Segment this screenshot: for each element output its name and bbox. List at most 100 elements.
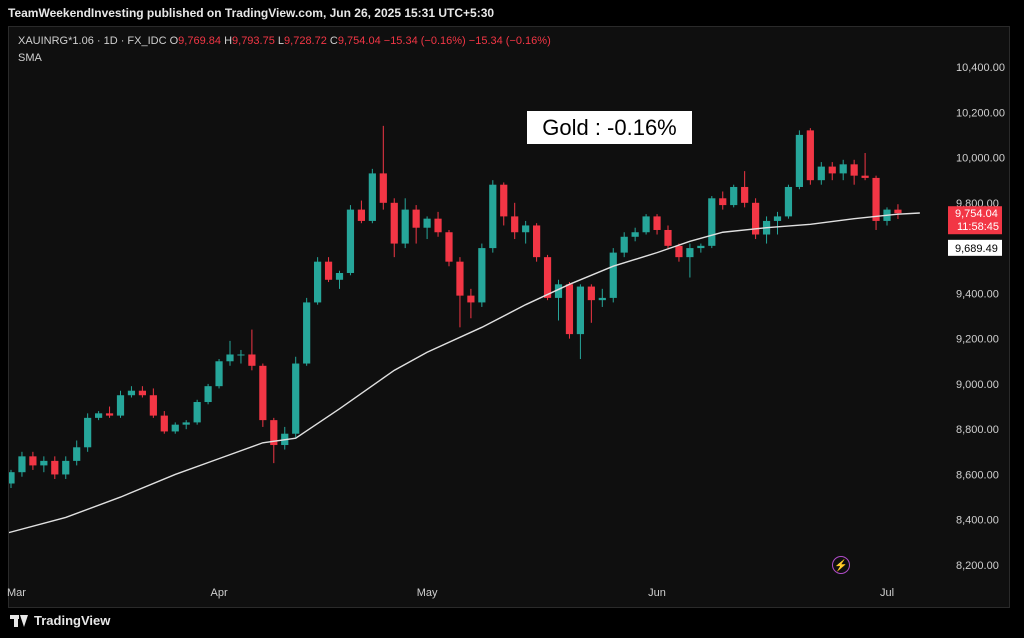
candle-body: [773, 216, 782, 221]
candle-body: [664, 229, 672, 246]
sma-price-label: 9,689.49: [955, 243, 998, 255]
candle-body: [171, 424, 179, 432]
candle-body: [303, 302, 311, 364]
candle-body: [84, 417, 92, 448]
y-tick-label: 9,400.00: [956, 288, 999, 300]
candle-body: [686, 248, 694, 258]
candle-body: [741, 186, 749, 203]
candle-body: [204, 386, 212, 403]
candle-body: [248, 354, 256, 366]
candle-body: [116, 395, 125, 416]
y-tick-label: 10,000.00: [956, 153, 1005, 165]
candle-body: [708, 198, 716, 246]
candle-body: [697, 245, 705, 249]
countdown-label: 11:58:45: [957, 221, 999, 233]
candle-body: [565, 284, 574, 335]
candle-body: [270, 420, 278, 446]
footer-brand: TradingView: [10, 613, 110, 628]
candle-body: [795, 134, 803, 187]
high-value: 9,793.75: [232, 35, 275, 47]
candle-body: [226, 354, 234, 362]
candle-body: [861, 175, 869, 178]
candle-body: [390, 202, 398, 244]
y-tick-label: 10,400.00: [956, 62, 1005, 74]
high-label: H: [224, 35, 233, 47]
candle-body: [511, 216, 519, 233]
candle-body: [401, 209, 409, 244]
candle-body: [543, 257, 552, 298]
sma-price-tag: [948, 239, 1002, 256]
change-value: −15.34 (−0.16%): [383, 35, 466, 47]
y-tick-label: 8,800.00: [956, 424, 999, 436]
candle-body: [620, 236, 628, 253]
candle-body: [182, 422, 190, 425]
sma-legend[interactable]: SMA: [18, 52, 42, 64]
candle-body: [576, 286, 584, 335]
y-tick-label: 9,000.00: [956, 379, 999, 391]
candle-body: [467, 295, 475, 303]
candle-body: [894, 209, 902, 214]
candle-body: [62, 460, 70, 475]
candle-body: [40, 460, 48, 466]
chart-pane[interactable]: [8, 26, 1010, 608]
candle-body: [357, 209, 365, 221]
candle-body: [828, 166, 836, 174]
tradingview-logo-icon: [10, 614, 28, 627]
symbol-label[interactable]: XAUINRG*1.06 · 1D · FX_IDC: [18, 35, 167, 47]
candle-body: [631, 232, 639, 237]
open-label: O: [169, 35, 179, 47]
candle-body: [500, 184, 508, 217]
candle-body: [324, 261, 333, 280]
candle-body: [478, 248, 486, 303]
candle-body: [456, 261, 464, 296]
candle-body: [73, 447, 81, 461]
candle-body: [872, 177, 880, 221]
candle-body: [95, 413, 103, 418]
candle-body: [653, 216, 661, 230]
candle-body: [368, 173, 376, 221]
x-tick-label: Apr: [210, 587, 227, 599]
candle-body: [817, 166, 825, 181]
candle-body: [335, 272, 344, 280]
candle-body: [29, 456, 37, 466]
candle-body: [18, 456, 26, 473]
y-tick-label: 10,200.00: [956, 107, 1005, 119]
low-value: 9,728.72: [284, 35, 327, 47]
candle-body: [489, 184, 497, 249]
last-price-tag: [948, 206, 1002, 235]
candle-body: [51, 460, 59, 475]
candle-body: [806, 130, 814, 181]
x-tick-label: Mar: [7, 587, 26, 599]
candle-body: [609, 252, 617, 298]
y-tick-label: 8,400.00: [956, 515, 999, 527]
candle-body: [160, 415, 168, 432]
lightning-icon[interactable]: ⚡: [832, 556, 850, 574]
candle-body: [193, 402, 201, 423]
candle-body: [259, 365, 267, 421]
candle-body: [522, 225, 530, 233]
candle-body: [719, 198, 727, 206]
candle-body: [850, 164, 858, 176]
candle-body: [730, 186, 738, 206]
candle-body: [379, 173, 387, 203]
candle-body: [784, 186, 793, 217]
annotation-box: Gold : -0.16%: [527, 111, 692, 144]
candle-body: [412, 209, 420, 228]
change-value-2: −15.34 (−0.16%): [468, 35, 551, 47]
candle-body: [423, 218, 431, 228]
candle-body: [127, 390, 136, 396]
candle-body: [587, 286, 595, 301]
candle-body: [237, 354, 245, 356]
candle-body: [149, 395, 157, 416]
candle-body: [554, 284, 563, 298]
candle-body: [752, 202, 760, 235]
sma-line: [9, 212, 920, 534]
close-label: C: [329, 35, 338, 47]
x-tick-label: Jun: [648, 587, 666, 599]
brand-name: TradingView: [34, 613, 111, 628]
y-tick-label: 9,200.00: [956, 334, 999, 346]
low-label: L: [277, 35, 285, 47]
candle-body: [292, 363, 300, 434]
